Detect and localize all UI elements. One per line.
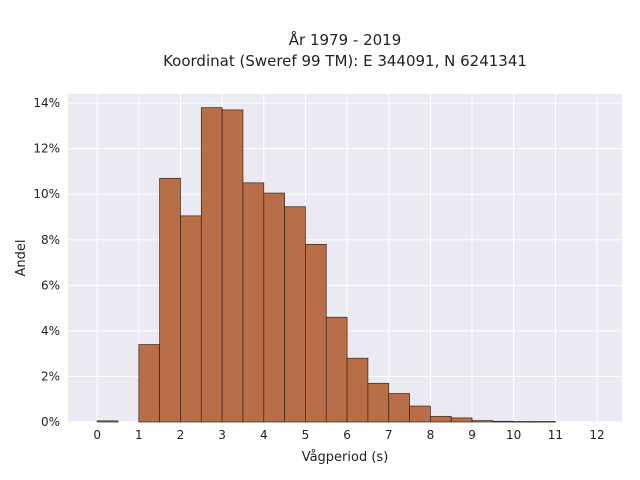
- histogram-bar: [471, 420, 494, 423]
- histogram-bar: [284, 206, 306, 423]
- histogram-bar: [242, 182, 265, 423]
- bars: [96, 107, 556, 423]
- histogram-bar: [388, 393, 410, 423]
- x-tick-label: 2: [177, 428, 185, 442]
- histogram-bar: [96, 420, 119, 423]
- x-tick-labels: 0 1 2 3 4 5 6 7 8 9 10 11 12: [93, 428, 604, 442]
- x-axis-title: Vågperiod (s): [302, 450, 389, 465]
- chart-title: År 1979 - 2019: [289, 30, 402, 49]
- x-tick-label: 10: [506, 428, 521, 442]
- histogram-bar: [159, 177, 181, 423]
- x-tick-label: 6: [343, 428, 351, 442]
- histogram-bar: [263, 192, 285, 423]
- histogram-bar: [221, 109, 244, 423]
- histogram-bar: [430, 415, 452, 423]
- y-tick-label: 12%: [33, 142, 60, 156]
- histogram-bar: [200, 107, 223, 423]
- histogram-bar: [450, 417, 473, 423]
- x-tick-label: 7: [385, 428, 393, 442]
- y-axis-title: Andel: [14, 240, 29, 277]
- chart-subtitle: Koordinat (Sweref 99 TM): E 344091, N 62…: [163, 52, 527, 70]
- histogram-bar: [534, 421, 556, 423]
- y-tick-label: 8%: [41, 233, 60, 247]
- x-tick-label: 3: [218, 428, 226, 442]
- x-tick-label: 5: [302, 428, 310, 442]
- histogram-bar: [409, 405, 431, 423]
- histogram-bar: [513, 421, 535, 423]
- y-tick-label: 4%: [41, 324, 60, 338]
- y-tick-label: 2%: [41, 369, 60, 383]
- histogram-bar: [305, 243, 327, 423]
- y-tick-labels: 0% 2% 4% 6% 8% 10% 12% 14%: [33, 96, 60, 429]
- histogram-bar: [346, 357, 369, 423]
- x-tick-label: 1: [135, 428, 143, 442]
- x-tick-label: 8: [427, 428, 435, 442]
- histogram-bar: [367, 382, 390, 423]
- histogram-bar: [138, 344, 160, 423]
- histogram-bar: [492, 420, 515, 423]
- y-tick-label: 0%: [41, 415, 60, 429]
- x-tick-label: 4: [260, 428, 268, 442]
- y-tick-label: 6%: [41, 278, 60, 292]
- histogram-bar: [325, 316, 348, 423]
- y-tick-label: 14%: [33, 96, 60, 110]
- y-tick-label: 10%: [33, 187, 60, 201]
- x-tick-label: 9: [468, 428, 476, 442]
- x-tick-label: 12: [589, 428, 604, 442]
- histogram-bar: [180, 215, 202, 423]
- x-tick-label: 0: [93, 428, 101, 442]
- x-tick-label: 11: [548, 428, 563, 442]
